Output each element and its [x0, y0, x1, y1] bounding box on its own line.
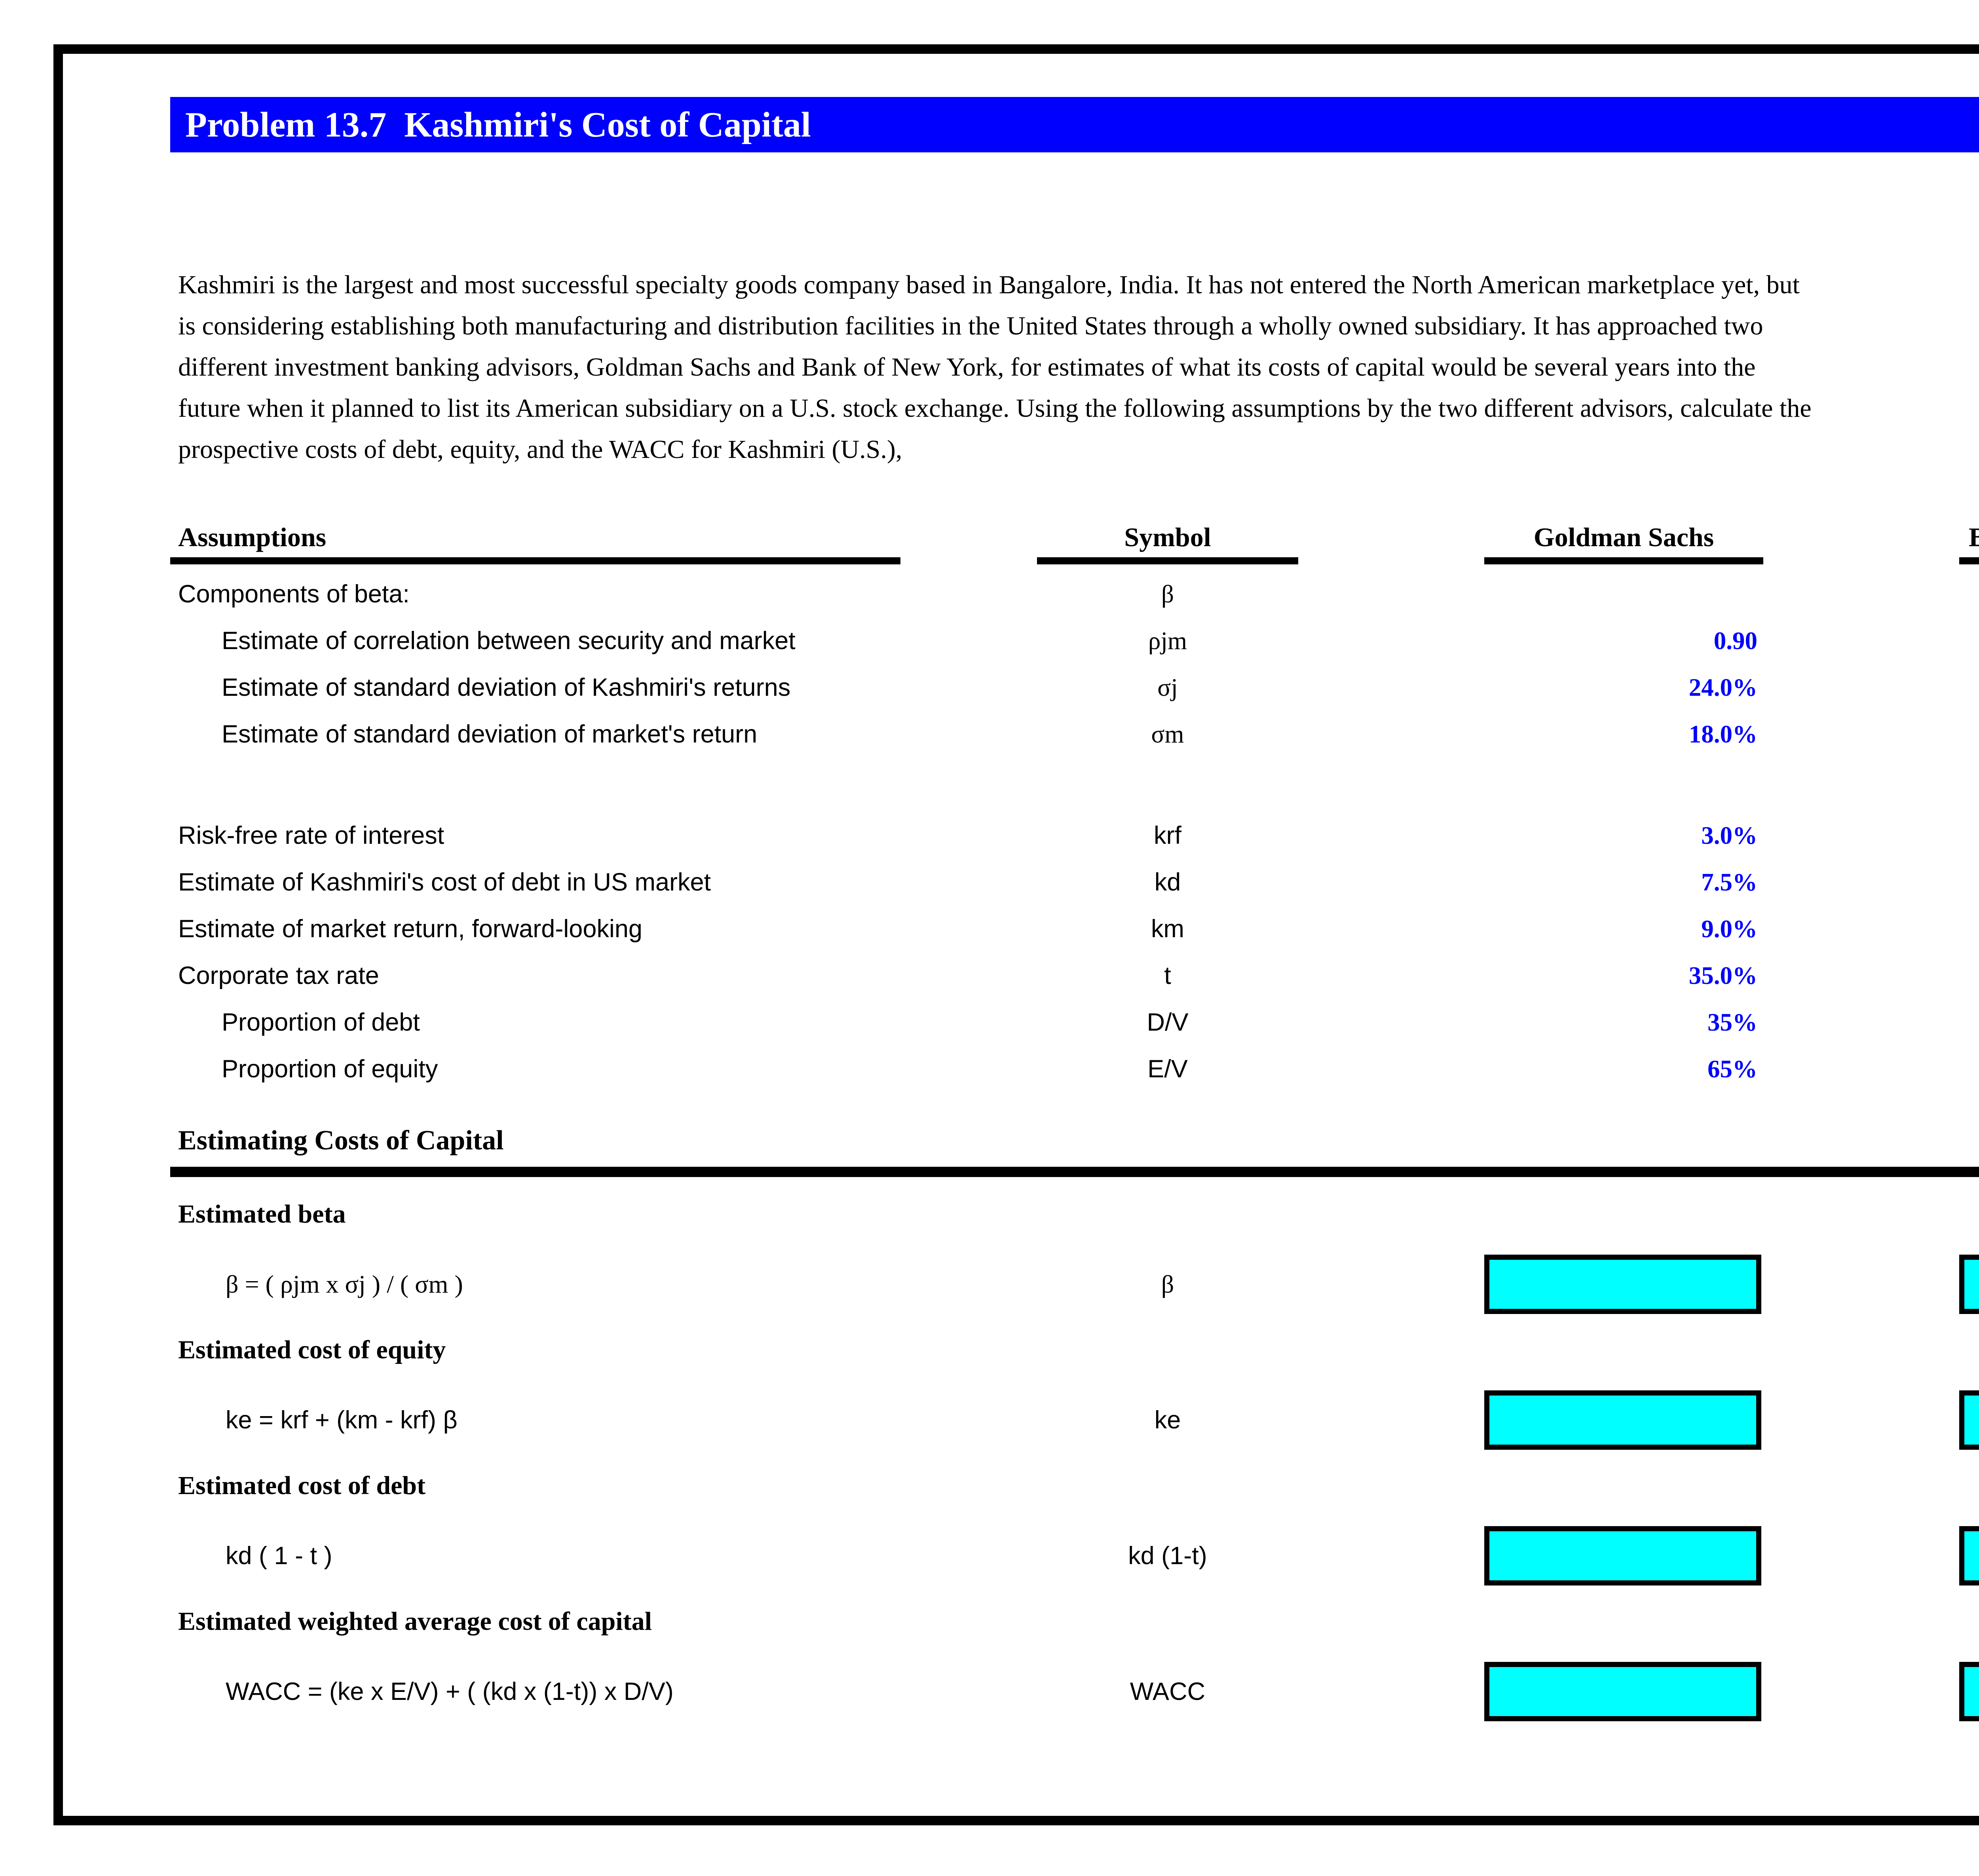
bank-of-new-york-value: 30.0%	[1959, 673, 1979, 702]
column-header-assumptions: Assumptions	[178, 522, 327, 552]
input-cell-beta-bank-of-new-york[interactable]	[1959, 1255, 1979, 1314]
blank-row	[178, 758, 1979, 812]
assumption-label: Estimate of standard deviation of market…	[222, 720, 758, 748]
bank-of-new-york-value: 60%	[1959, 1055, 1979, 1084]
section-divider-rule	[170, 1167, 1979, 1177]
input-cell-beta-goldman[interactable]	[1484, 1255, 1761, 1314]
input-cell-wacc-goldman[interactable]	[1484, 1662, 1761, 1721]
input-cell-kd-bank-of-new-york[interactable]	[1959, 1526, 1979, 1585]
bank-of-new-york-underline	[1959, 557, 1979, 564]
assumptions-table: Components of beta: β Estimate of correl…	[178, 571, 1979, 1092]
assumption-label: Risk-free rate of interest	[178, 822, 444, 849]
table-header-row: Assumptions Symbol Goldman Sachs Bank of…	[0, 522, 1979, 561]
intro-paragraph: Kashmiri is the largest and most success…	[178, 264, 1979, 470]
input-cell-ke-bank-of-new-york[interactable]	[1959, 1390, 1979, 1450]
table-row: Estimate of standard deviation of Kashmi…	[178, 664, 1979, 711]
table-row: Risk-free rate of interest krf 3.0% 3.0%	[178, 812, 1979, 859]
goldman-value: 3.0%	[1701, 821, 1757, 849]
estimated-cost-of-equity-block: Estimated cost of equity ke = krf + (km …	[0, 1335, 1979, 1466]
assumptions-underline	[170, 557, 900, 564]
intro-line: Kashmiri is the largest and most success…	[178, 270, 1800, 299]
intro-line: prospective costs of debt, equity, and t…	[178, 435, 902, 464]
bank-of-new-york-value: 3.0%	[1959, 821, 1979, 850]
assumption-label: Estimate of Kashmiri's cost of debt in U…	[178, 868, 711, 896]
formula-text: β = ( ρjm x σj ) / ( σm )	[226, 1270, 463, 1298]
goldman-value: 35.0%	[1688, 961, 1757, 989]
symbol-cell: km	[1151, 915, 1184, 943]
block-row: β = ( ρjm x σj ) / ( σm ) β	[0, 1255, 1979, 1314]
goldman-value: 18.0%	[1688, 720, 1757, 748]
symbol-cell: krf	[1154, 822, 1181, 849]
goldman-value: 24.0%	[1688, 673, 1757, 701]
bank-of-new-york-value: 22.0%	[1959, 720, 1979, 749]
page-title: Problem 13.7 Kashmiri's Cost of Capital	[185, 105, 811, 144]
column-header-bank-of-new-york: Bank of New York	[1968, 522, 1979, 552]
symbol-cell: σj	[1157, 673, 1178, 701]
table-row: Proportion of equity E/V 65% 60%	[178, 1046, 1979, 1092]
symbol-underline	[1037, 557, 1298, 564]
column-header-symbol: Symbol	[1124, 522, 1211, 552]
goldman-underline	[1484, 557, 1763, 564]
formula-text: ke = krf + (km - krf) β	[226, 1406, 458, 1434]
block-header: Estimated weighted average cost of capit…	[178, 1607, 652, 1636]
goldman-value: 65%	[1707, 1055, 1757, 1083]
symbol-cell: ρjm	[1148, 627, 1187, 655]
estimated-wacc-block: Estimated weighted average cost of capit…	[0, 1606, 1979, 1737]
column-header-goldman-sachs: Goldman Sachs	[1533, 522, 1714, 552]
symbol-cell: kd	[1154, 868, 1181, 896]
intro-line: future when it planned to list its Ameri…	[178, 394, 1812, 423]
symbol-cell: E/V	[1147, 1055, 1188, 1083]
intro-line: is considering establishing both manufac…	[178, 311, 1763, 340]
title-bar: Problem 13.7 Kashmiri's Cost of Capital	[170, 97, 1979, 152]
assumption-label: Components of beta:	[178, 580, 410, 608]
symbol-cell: σm	[1151, 720, 1184, 748]
block-row: kd ( 1 - t ) kd (1-t)	[0, 1526, 1979, 1585]
assumption-label: Proportion of equity	[222, 1055, 438, 1083]
estimated-beta-block: Estimated beta β = ( ρjm x σj ) / ( σm )…	[0, 1199, 1979, 1330]
goldman-value: 9.0%	[1701, 915, 1757, 943]
formula-text: WACC = (ke x E/V) + ( (kd x (1-t)) x D/V…	[226, 1678, 674, 1705]
symbol-cell: D/V	[1147, 1008, 1189, 1036]
intro-line: different investment banking advisors, G…	[178, 353, 1756, 382]
assumption-label: Estimate of market return, forward-looki…	[178, 915, 642, 943]
goldman-value: 35%	[1707, 1008, 1757, 1036]
assumption-label: Proportion of debt	[222, 1008, 420, 1036]
table-row: Estimate of market return, forward-looki…	[178, 906, 1979, 952]
block-header: Estimated cost of equity	[178, 1335, 446, 1364]
table-row: Components of beta: β	[178, 571, 1979, 617]
bank-of-new-york-value: 40%	[1959, 1008, 1979, 1037]
bank-of-new-york-value: 0.85	[1959, 627, 1979, 655]
symbol-cell: β	[1161, 580, 1174, 608]
symbol-cell: β	[1161, 1270, 1174, 1298]
table-row: Corporate tax rate t 35.0% 35.0%	[178, 952, 1979, 999]
formula-text: kd ( 1 - t )	[226, 1542, 332, 1570]
symbol-cell: t	[1164, 962, 1171, 989]
symbol-cell: ke	[1154, 1406, 1181, 1434]
block-header: Estimated beta	[178, 1200, 346, 1229]
section-title-estimating-costs: Estimating Costs of Capital	[178, 1125, 504, 1156]
estimated-cost-of-debt-block: Estimated cost of debt kd ( 1 - t ) kd (…	[0, 1471, 1979, 1601]
input-cell-kd-goldman[interactable]	[1484, 1526, 1761, 1585]
goldman-value: 0.90	[1713, 627, 1757, 655]
table-row: Estimate of correlation between security…	[178, 617, 1979, 664]
input-cell-ke-goldman[interactable]	[1484, 1390, 1761, 1450]
goldman-value: 7.5%	[1701, 868, 1757, 896]
bank-of-new-york-value: 7.8%	[1959, 868, 1979, 897]
input-cell-wacc-bank-of-new-york[interactable]	[1959, 1662, 1979, 1721]
block-row: WACC = (ke x E/V) + ( (kd x (1-t)) x D/V…	[0, 1662, 1979, 1721]
assumption-label: Estimate of correlation between security…	[222, 627, 796, 655]
table-row: Estimate of standard deviation of market…	[178, 711, 1979, 758]
assumption-label: Estimate of standard deviation of Kashmi…	[222, 674, 791, 701]
symbol-cell: WACC	[1130, 1678, 1206, 1705]
table-row: Estimate of Kashmiri's cost of debt in U…	[178, 859, 1979, 906]
bank-of-new-york-value: 35.0%	[1959, 961, 1979, 990]
block-header: Estimated cost of debt	[178, 1471, 426, 1500]
worksheet-frame	[53, 44, 1979, 1825]
table-row: Proportion of debt D/V 35% 40%	[178, 999, 1979, 1046]
bank-of-new-york-value: 12.0%	[1959, 915, 1979, 944]
assumption-label: Corporate tax rate	[178, 962, 379, 989]
symbol-cell: kd (1-t)	[1128, 1542, 1207, 1570]
block-row: ke = krf + (km - krf) β ke	[0, 1390, 1979, 1450]
